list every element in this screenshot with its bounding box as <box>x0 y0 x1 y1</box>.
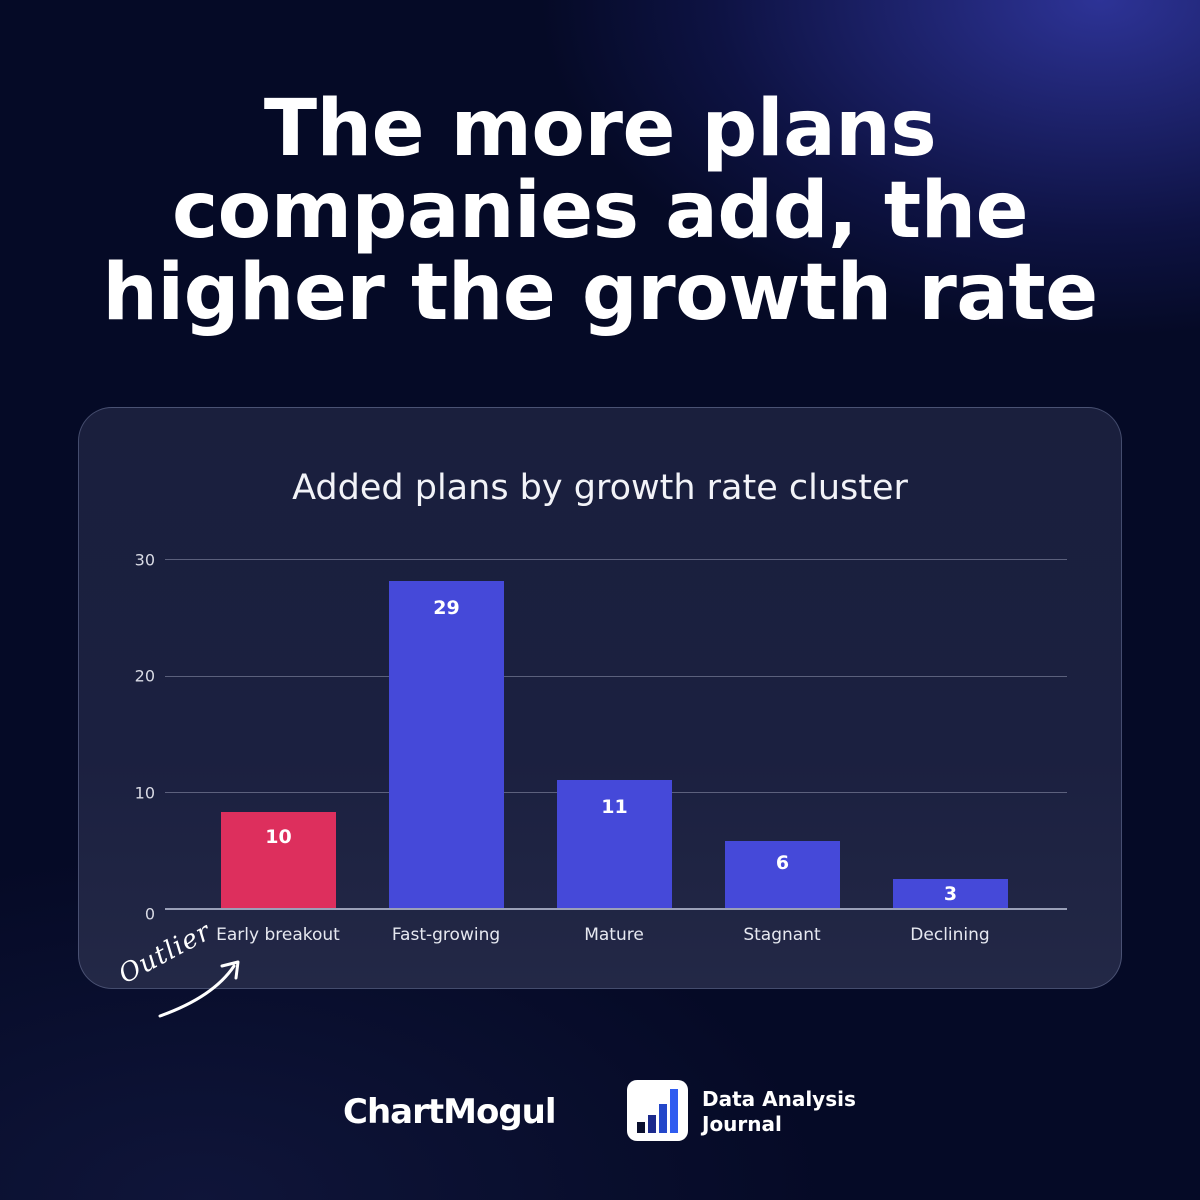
x-axis-baseline <box>165 908 1067 910</box>
x-label-early-breakout: Early breakout <box>216 925 340 945</box>
x-label-stagnant: Stagnant <box>743 925 821 945</box>
x-label-fast-growing: Fast-growing <box>391 925 501 945</box>
bar-value-label: 11 <box>601 796 628 818</box>
gridline-30 <box>165 559 1067 560</box>
bar-value-label: 29 <box>433 597 460 619</box>
headline-line-2: companies add, the <box>171 166 1029 256</box>
bar-mature: 11 <box>557 780 672 909</box>
bar-stagnant: 6 <box>725 841 840 909</box>
y-tick-30: 30 <box>134 550 155 570</box>
bar-early-breakout: 10 <box>221 812 336 909</box>
y-tick-20: 20 <box>134 666 155 686</box>
x-label-mature: Mature <box>584 925 644 945</box>
chart-title: Added plans by growth rate cluster <box>292 468 908 508</box>
y-tick-10: 10 <box>134 783 155 803</box>
data-analysis-journal-logo: Data Analysis Journal <box>702 1087 856 1137</box>
gridline-20 <box>165 676 1067 677</box>
bar-value-label: 3 <box>943 883 958 905</box>
y-tick-0: 0 <box>144 904 155 924</box>
bar-fast-growing: 29 <box>389 581 504 909</box>
bar-chart-logo-icon <box>627 1080 688 1141</box>
bar-value-label: 10 <box>265 826 292 848</box>
chartmogul-logo: ChartMogul <box>343 1092 557 1132</box>
journal-name-line-2: Journal <box>702 1112 782 1136</box>
journal-name-line-1: Data Analysis <box>702 1087 856 1111</box>
x-label-declining: Declining <box>910 925 990 945</box>
headline-line-3: higher the growth rate <box>102 248 1098 338</box>
headline-line-1: The more plans <box>263 84 937 174</box>
bar-value-label: 6 <box>775 852 790 874</box>
headline: The more plans companies add, the higher… <box>0 88 1200 334</box>
curved-arrow-icon <box>158 960 240 1018</box>
bar-declining: 3 <box>893 879 1008 909</box>
